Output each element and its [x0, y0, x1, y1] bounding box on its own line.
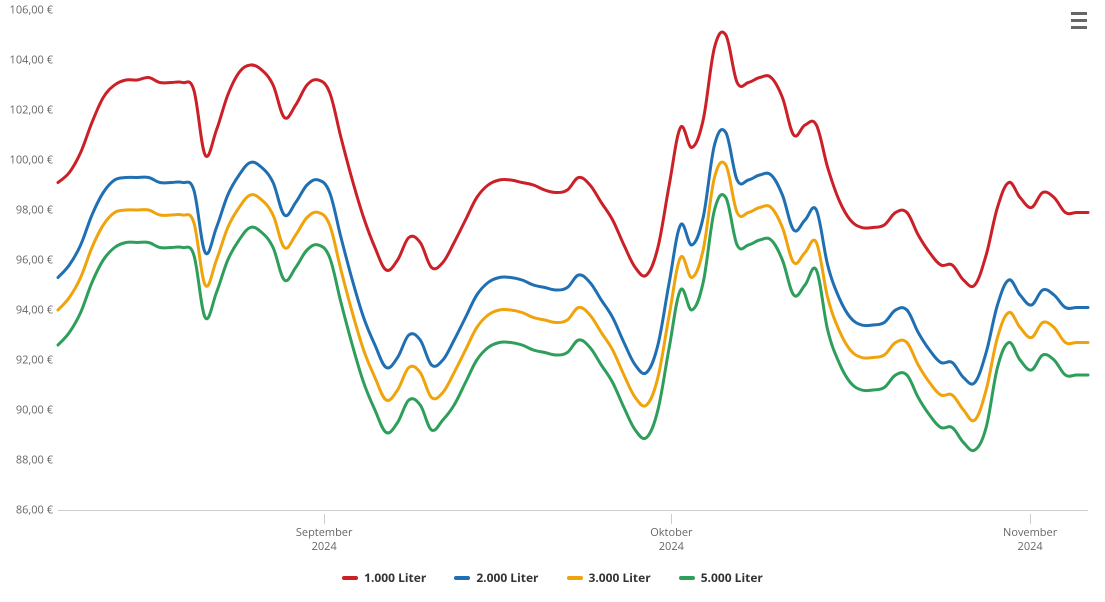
- series-line: [58, 32, 1088, 287]
- series-line: [58, 195, 1088, 451]
- legend-label: 1.000 Liter: [364, 569, 426, 586]
- legend-swatch: [342, 576, 358, 580]
- legend-item[interactable]: 5.000 Liter: [679, 569, 763, 586]
- legend-label: 3.000 Liter: [589, 569, 651, 586]
- legend-swatch: [567, 576, 583, 580]
- price-chart: 86,00 €88,00 €90,00 €92,00 €94,00 €96,00…: [0, 0, 1105, 602]
- legend-item[interactable]: 3.000 Liter: [567, 569, 651, 586]
- legend: 1.000 Liter 2.000 Liter 3.000 Liter 5.000 L…: [0, 569, 1105, 586]
- legend-item[interactable]: 2.000 Liter: [454, 569, 538, 586]
- series-line: [58, 162, 1088, 421]
- plot-lines: [0, 0, 1105, 602]
- legend-label: 2.000 Liter: [476, 569, 538, 586]
- legend-swatch: [679, 576, 695, 580]
- legend-item[interactable]: 1.000 Liter: [342, 569, 426, 586]
- legend-swatch: [454, 576, 470, 580]
- legend-label: 5.000 Liter: [701, 569, 763, 586]
